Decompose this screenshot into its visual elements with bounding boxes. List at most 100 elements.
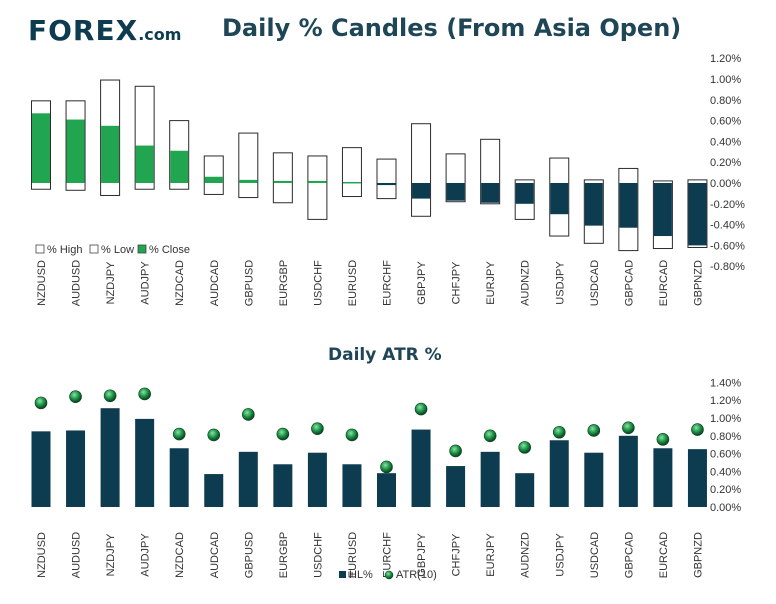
atr-category-label: EURUSD xyxy=(347,532,359,579)
candle-close-body xyxy=(619,183,638,228)
candles-category-label: AUDUSD xyxy=(71,260,83,307)
atr-ytick-label: 0.20% xyxy=(710,484,741,496)
candles-category-label: EURGBP xyxy=(278,260,290,306)
candle-close-body xyxy=(170,150,189,183)
candles-legend-swatch xyxy=(137,244,147,254)
candles-category-label: GBPUSD xyxy=(243,260,255,307)
atr-category-label: EURJPY xyxy=(485,533,497,577)
atr-ytick-label: 0.80% xyxy=(710,431,741,443)
candles-ytick-label: 0.60% xyxy=(710,116,741,128)
atr-ytick-label: 1.40% xyxy=(710,377,741,389)
candles-ytick-label: -0.40% xyxy=(710,220,745,232)
atr-marker xyxy=(518,441,532,454)
atr-hl-bar xyxy=(377,473,396,507)
candles-category-label: GBPCAD xyxy=(623,260,635,307)
atr-ytick-label: 0.60% xyxy=(710,449,741,461)
atr-category-label: AUDNZD xyxy=(520,532,532,578)
atr-hl-bar xyxy=(31,431,51,507)
atr-category-label: EURCHF xyxy=(382,532,394,578)
candles-chart-title: Daily % Candles (From Asia Open) xyxy=(222,14,682,42)
candles-category-label: EURCAD xyxy=(658,260,670,307)
candle-range-box xyxy=(376,158,397,200)
candle-close-body xyxy=(32,113,50,183)
candles-legend-swatch xyxy=(89,244,99,254)
candle-range-box xyxy=(341,147,362,198)
atr-hl-bar xyxy=(515,473,535,507)
candles-category-label: GBPJPY xyxy=(416,261,428,305)
candle-close-body xyxy=(412,183,431,199)
atr-hl-bar xyxy=(480,451,500,507)
atr-category-label: EURCAD xyxy=(658,532,670,579)
logo-suffix: .com xyxy=(138,25,182,44)
candles-ytick-label: 0.00% xyxy=(710,178,741,190)
atr-marker xyxy=(242,408,255,421)
candle-close-body xyxy=(550,183,569,215)
candle-close-body xyxy=(239,179,258,183)
atr-marker xyxy=(345,428,359,442)
atr-category-label: AUDJPY xyxy=(140,533,152,577)
candles-legend-label: % High xyxy=(47,244,82,256)
candles-category-label: GBPNZD xyxy=(692,260,704,306)
candles-category-label: USDCHF xyxy=(312,260,324,306)
atr-category-label: NZDJPY xyxy=(105,533,117,576)
candles-category-label: USDCAD xyxy=(589,260,601,307)
atr-marker xyxy=(207,428,221,442)
atr-marker xyxy=(483,429,497,443)
candle-close-body xyxy=(481,183,500,203)
atr-hl-bar xyxy=(100,408,120,507)
atr-marker xyxy=(69,390,82,403)
atr-marker xyxy=(311,422,324,435)
atr-marker xyxy=(276,427,290,441)
candle-close-body xyxy=(653,183,672,237)
atr-hl-bar xyxy=(66,430,86,507)
atr-hl-bar xyxy=(342,464,362,507)
atr-marker xyxy=(587,424,601,437)
atr-category-label: EURGBP xyxy=(278,532,290,578)
atr-hl-bar xyxy=(204,474,224,507)
atr-category-label: NZDCAD xyxy=(174,532,186,578)
candle-close-body xyxy=(377,183,396,186)
forex-logo: FOREX.com xyxy=(28,14,181,47)
atr-hl-bar xyxy=(549,440,569,507)
atr-marker xyxy=(380,460,393,474)
candle-range-box xyxy=(238,132,259,199)
candle-close-body xyxy=(273,180,292,183)
candle-close-body xyxy=(584,183,603,226)
candles-category-label: EURJPY xyxy=(485,261,497,305)
atr-hl-bar xyxy=(169,448,189,507)
atr-category-label: AUDUSD xyxy=(71,532,83,579)
atr-category-label: GBPNZD xyxy=(692,532,704,578)
candles-ytick-label: 1.00% xyxy=(710,74,741,86)
atr-category-label: USDCAD xyxy=(589,532,601,579)
candle-close-body xyxy=(342,181,361,184)
candles-category-label: USDJPY xyxy=(554,261,566,305)
candles-ytick-label: 0.80% xyxy=(710,95,741,107)
candle-range-box xyxy=(307,155,328,220)
atr-hl-bar xyxy=(273,464,293,507)
candles-category-label: AUDJPY xyxy=(140,261,152,305)
atr-category-label: GBPJPY xyxy=(416,533,428,577)
candle-close-body xyxy=(446,183,465,201)
atr-marker xyxy=(449,444,462,458)
candles-category-label: NZDJPY xyxy=(105,261,117,304)
atr-ytick-label: 1.20% xyxy=(710,395,741,407)
candle-range-box xyxy=(272,152,293,204)
atr-legend-marker xyxy=(384,570,394,580)
atr-legend-label: ATR(10) xyxy=(396,569,437,581)
candles-ytick-label: 1.20% xyxy=(710,53,741,65)
atr-legend-label: HL% xyxy=(349,569,373,581)
atr-hl-bar xyxy=(687,449,707,507)
atr-category-label: CHFJPY xyxy=(451,533,463,576)
candles-legend-label: % Low xyxy=(101,244,134,256)
atr-hl-bar xyxy=(135,418,155,507)
candles-category-label: NZDUSD xyxy=(36,260,48,306)
atr-chart-title: Daily ATR % xyxy=(328,345,442,365)
candles-category-label: EURCHF xyxy=(382,260,394,306)
atr-hl-bar xyxy=(653,448,673,507)
atr-hl-bar xyxy=(307,452,327,507)
atr-marker xyxy=(414,402,428,416)
candles-legend-swatch xyxy=(35,244,45,254)
atr-hl-bar xyxy=(446,466,466,507)
atr-category-label: NZDUSD xyxy=(36,532,48,578)
